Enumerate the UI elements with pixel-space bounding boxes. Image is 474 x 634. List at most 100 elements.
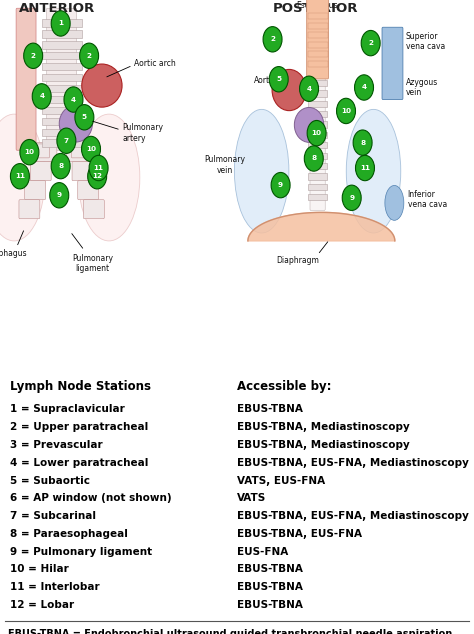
FancyBboxPatch shape (25, 181, 46, 200)
Text: Superior
vena cava: Superior vena cava (406, 32, 445, 51)
FancyBboxPatch shape (30, 162, 51, 181)
Text: Pulmonary
ligament: Pulmonary ligament (72, 254, 113, 273)
Circle shape (24, 43, 43, 68)
Text: 11: 11 (360, 165, 370, 171)
Text: 2: 2 (368, 40, 373, 46)
Circle shape (50, 183, 69, 208)
Text: Pulmonary
artery: Pulmonary artery (122, 124, 163, 143)
Text: 7 = Subcarinal: 7 = Subcarinal (10, 511, 96, 521)
Circle shape (269, 67, 288, 92)
Text: 4: 4 (307, 86, 311, 92)
Circle shape (51, 11, 70, 36)
Bar (308, 132, 327, 138)
Text: EBUS-TBNA = Endobronchial ultrasound guided transbronchial needle aspiration: EBUS-TBNA = Endobronchial ultrasound gui… (8, 629, 452, 634)
Text: 12: 12 (92, 173, 102, 179)
Bar (42, 139, 82, 147)
Ellipse shape (78, 114, 140, 241)
Text: EBUS-TBNA: EBUS-TBNA (237, 582, 303, 592)
Text: 8 = Paraesophageal: 8 = Paraesophageal (10, 529, 128, 539)
FancyBboxPatch shape (19, 200, 40, 219)
Text: 1: 1 (58, 20, 63, 27)
Bar (308, 153, 327, 159)
Text: 6 = AP window (not shown): 6 = AP window (not shown) (10, 493, 172, 503)
Text: EBUS-TBNA: EBUS-TBNA (237, 404, 303, 415)
Circle shape (271, 172, 290, 198)
Circle shape (337, 98, 356, 124)
Text: EBUS-TBNA: EBUS-TBNA (237, 600, 303, 610)
Bar (308, 194, 327, 200)
Ellipse shape (0, 114, 45, 241)
Bar (308, 163, 327, 169)
Circle shape (263, 27, 282, 52)
Text: 10: 10 (311, 130, 322, 136)
Bar (42, 41, 82, 49)
Text: 11 = Interlobar: 11 = Interlobar (10, 582, 100, 592)
Text: VATS, EUS-FNA: VATS, EUS-FNA (237, 476, 325, 486)
Circle shape (342, 185, 361, 210)
FancyBboxPatch shape (66, 143, 87, 162)
Bar (308, 61, 328, 67)
Bar (308, 111, 327, 117)
Text: 5: 5 (276, 76, 281, 82)
Text: 5: 5 (82, 114, 87, 120)
Text: Esophagus: Esophagus (296, 1, 337, 10)
Text: Aortic arch: Aortic arch (134, 59, 176, 68)
Bar (42, 19, 82, 27)
Circle shape (356, 155, 374, 181)
Text: 9: 9 (278, 182, 283, 188)
Text: EBUS-TBNA, Mediastinoscopy: EBUS-TBNA, Mediastinoscopy (237, 440, 410, 450)
Text: 2: 2 (31, 53, 36, 59)
Circle shape (307, 120, 326, 146)
Circle shape (361, 30, 380, 56)
Circle shape (88, 164, 107, 189)
Text: 2: 2 (87, 53, 91, 59)
Circle shape (353, 130, 372, 155)
FancyBboxPatch shape (78, 181, 99, 200)
Bar (42, 63, 82, 70)
Circle shape (355, 75, 374, 100)
Ellipse shape (82, 64, 122, 107)
FancyBboxPatch shape (307, 0, 328, 79)
Ellipse shape (385, 185, 404, 221)
Text: 3 = Prevascular: 3 = Prevascular (10, 440, 103, 450)
Bar (308, 80, 327, 86)
Bar (308, 23, 328, 29)
Circle shape (10, 164, 29, 189)
Bar (308, 184, 327, 190)
Circle shape (51, 153, 70, 179)
Ellipse shape (346, 109, 401, 233)
Bar (308, 121, 327, 127)
Text: Esophagus: Esophagus (0, 249, 27, 258)
Polygon shape (248, 212, 395, 241)
Text: 7: 7 (64, 138, 69, 144)
Ellipse shape (59, 105, 92, 142)
Text: 5 = Subaortic: 5 = Subaortic (10, 476, 91, 486)
Text: 9 = Pulmonary ligament: 9 = Pulmonary ligament (10, 547, 153, 557)
Bar (42, 74, 82, 81)
FancyBboxPatch shape (46, 8, 77, 150)
Text: VATS: VATS (237, 493, 266, 503)
Text: 4: 4 (362, 84, 366, 91)
Bar (42, 52, 82, 60)
Text: Aorta: Aorta (254, 76, 274, 85)
Text: 8: 8 (58, 163, 63, 169)
Text: 10 = Hilar: 10 = Hilar (10, 564, 69, 574)
Bar (42, 117, 82, 125)
Bar (42, 129, 82, 136)
Text: Azygous
vein: Azygous vein (406, 78, 438, 97)
FancyBboxPatch shape (16, 8, 36, 150)
Text: 11: 11 (15, 173, 25, 179)
Text: 1 = Supraclavicular: 1 = Supraclavicular (10, 404, 125, 415)
Text: 4: 4 (39, 93, 44, 100)
FancyBboxPatch shape (71, 144, 94, 158)
Circle shape (304, 146, 323, 171)
Text: POSTERIOR: POSTERIOR (273, 2, 358, 15)
Circle shape (20, 139, 39, 165)
Text: Diaphragm: Diaphragm (276, 256, 319, 265)
Circle shape (57, 128, 76, 153)
Ellipse shape (294, 107, 324, 142)
Text: 10: 10 (86, 146, 96, 152)
Text: 12 = Lobar: 12 = Lobar (10, 600, 74, 610)
Text: EUS-FNA: EUS-FNA (237, 547, 288, 557)
Text: Accessible by:: Accessible by: (237, 380, 331, 394)
